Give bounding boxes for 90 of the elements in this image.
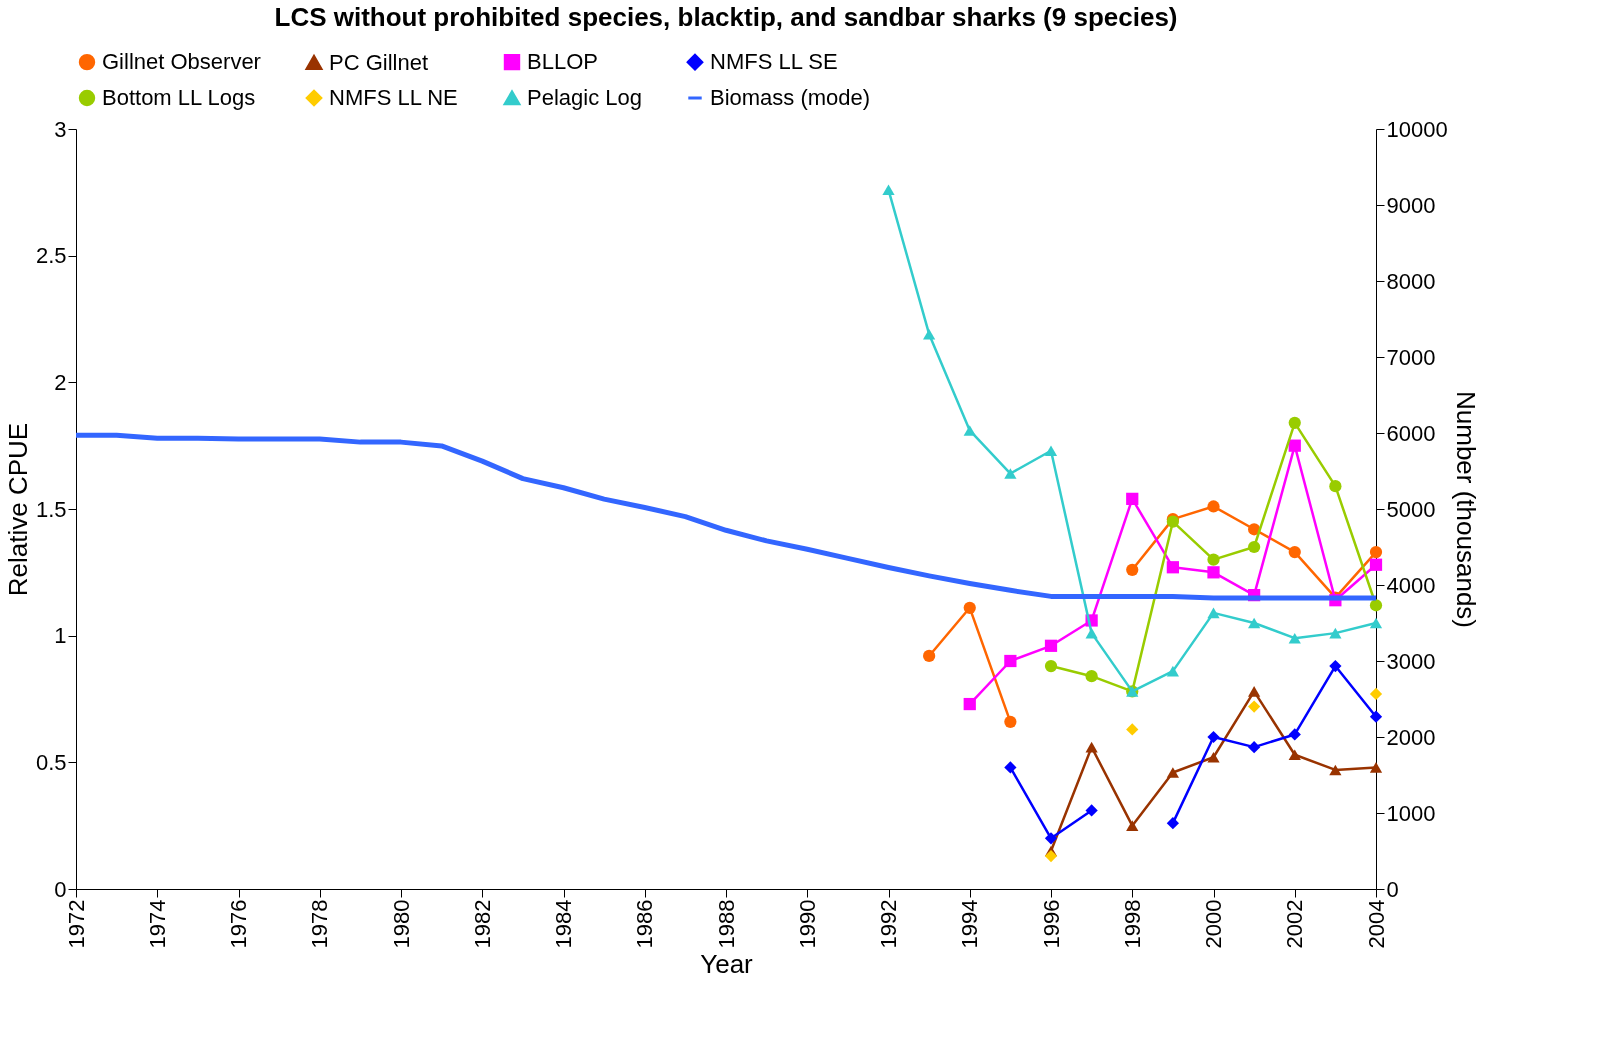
point: [1166, 767, 1179, 778]
legend-label: Biomass (mode): [710, 85, 871, 110]
y2-tick-label: 6000: [1386, 420, 1436, 446]
point: [1126, 820, 1139, 831]
point: [963, 425, 976, 436]
point: [1126, 563, 1139, 576]
y2-tick-label: 10000: [1386, 116, 1448, 142]
point: [1126, 723, 1139, 736]
y-tick-label: 0: [54, 876, 67, 902]
point: [1248, 700, 1261, 713]
point: [923, 328, 936, 340]
legend-label: PC Gillnet: [329, 49, 429, 75]
point: [1004, 715, 1017, 728]
x-tick-label: 1992: [876, 899, 901, 949]
y-axis-title: Relative CPUE: [2, 422, 33, 597]
x-tick-label: 1986: [632, 899, 658, 949]
x-tick-label: 1990: [794, 899, 820, 949]
x-tick-label: 2002: [1282, 899, 1308, 949]
y2-tick-label: 2000: [1386, 724, 1436, 750]
point: [1248, 540, 1261, 554]
y2-tick-label: 1000: [1386, 800, 1436, 826]
point: [1369, 558, 1383, 571]
y-tick-label: 1.5: [35, 496, 67, 522]
y-tick-label: 2: [54, 369, 67, 395]
point: [1004, 654, 1017, 668]
point: [1288, 749, 1301, 761]
x-tick-label: 1972: [63, 899, 89, 949]
legend-label: Pelagic Log: [527, 85, 642, 110]
point: [963, 601, 976, 614]
point: [1369, 762, 1383, 773]
x-axis-title: Year: [700, 949, 754, 980]
y2-tick-label: 4000: [1386, 572, 1436, 598]
legend-label: NMFS LL SE: [710, 49, 838, 75]
point: [1288, 728, 1301, 741]
x-tick-label: 1994: [957, 899, 983, 949]
point: [1166, 817, 1179, 830]
y2-tick-label: 5000: [1386, 496, 1436, 522]
y2-tick-label: 8000: [1386, 268, 1436, 294]
x-tick-label: 1998: [1119, 899, 1145, 949]
x-tick-label: 1996: [1038, 899, 1064, 949]
legend-label: BLLOP: [527, 49, 598, 75]
point: [1248, 617, 1261, 629]
point: [1085, 670, 1098, 683]
point: [963, 697, 976, 711]
y-tick-label: 0.5: [35, 749, 67, 775]
y-tick-label: 1: [54, 623, 67, 649]
y-tick-label: 2.5: [35, 243, 67, 269]
point: [1369, 687, 1383, 701]
y2-tick-label: 0: [1386, 876, 1399, 902]
point: [1166, 561, 1179, 574]
chart-title: LCS without prohibited species, blacktip, and sandbar sharks (9 species): [274, 2, 1178, 32]
x-tick-label: 1978: [307, 899, 333, 949]
point: [923, 649, 936, 663]
legend-label: Bottom LL Logs: [102, 85, 256, 110]
legend-label: NMFS LL NE: [329, 85, 458, 110]
point: [1044, 445, 1058, 457]
y2-tick-label: 3000: [1386, 648, 1436, 674]
point: [1369, 599, 1383, 612]
y2-tick-label: 7000: [1386, 344, 1436, 370]
y-tick-label: 3: [54, 116, 67, 142]
point: [1288, 545, 1301, 559]
legend-label: Gillnet Observer: [102, 49, 261, 75]
x-tick-label: 1976: [226, 899, 251, 949]
point: [1044, 849, 1058, 863]
point: [1207, 730, 1220, 744]
point: [1166, 665, 1179, 677]
point: [1369, 617, 1383, 629]
point: [1288, 416, 1301, 429]
x-tick-label: 2004: [1363, 899, 1389, 949]
x-tick-label: 1982: [469, 899, 495, 949]
point: [1044, 659, 1058, 673]
point: [1288, 439, 1301, 452]
point: [1329, 659, 1342, 673]
point: [1248, 686, 1261, 697]
y2-tick-label: 9000: [1386, 192, 1436, 218]
point: [1369, 545, 1383, 559]
x-tick-label: 1984: [551, 899, 576, 949]
point: [1329, 480, 1342, 493]
point: [1369, 710, 1383, 723]
x-tick-label: 2000: [1201, 899, 1226, 949]
point: [1126, 492, 1139, 505]
x-tick-label: 1988: [713, 899, 739, 949]
y2-axis-title: Number (thousands): [1450, 391, 1481, 628]
x-tick-label: 1980: [388, 899, 414, 949]
point: [1248, 523, 1261, 536]
point: [1044, 832, 1058, 845]
point: [1044, 639, 1058, 652]
point: [1288, 632, 1301, 644]
point: [1248, 741, 1261, 754]
x-tick-label: 1974: [144, 899, 170, 949]
